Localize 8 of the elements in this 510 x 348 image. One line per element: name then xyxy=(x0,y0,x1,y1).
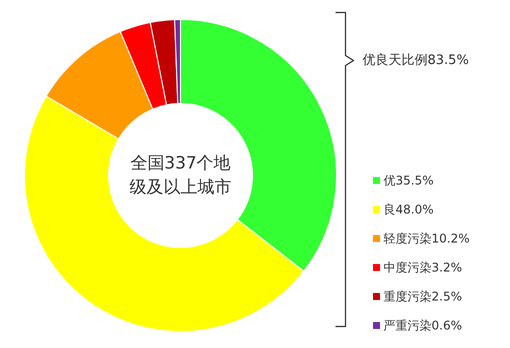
legend-label: 优35.5% xyxy=(384,174,434,188)
legend-label: 良48.0% xyxy=(384,202,434,216)
legend-label: 中度污染3.2% xyxy=(384,260,462,274)
text: 全国337个地级及以上城市 xyxy=(130,154,232,198)
legend-label: 重度污染2.5% xyxy=(384,290,462,304)
legend-label: 轻度污染10.2% xyxy=(384,232,470,246)
legend-label: 严重污染0.6% xyxy=(384,318,462,332)
text: 优良天比例83.5% xyxy=(362,53,469,68)
